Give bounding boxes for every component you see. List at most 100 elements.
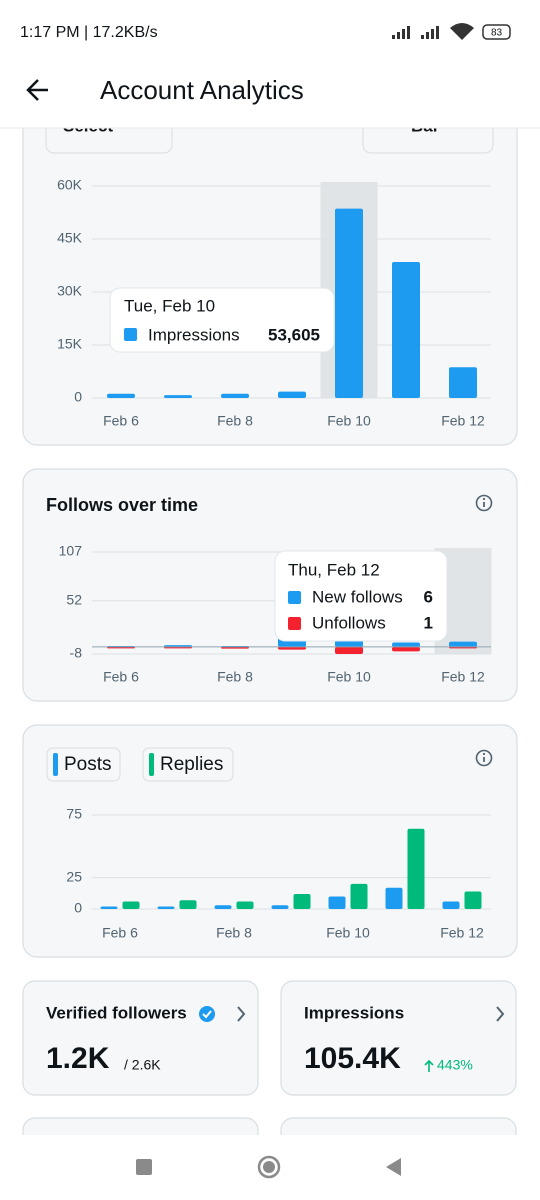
- stat-card[interactable]: [22, 980, 259, 1096]
- x-tick-label: Feb 12: [441, 669, 485, 685]
- x-tick-label: Feb 6: [102, 925, 138, 941]
- bar: [271, 905, 289, 909]
- bar: [392, 646, 420, 652]
- bar: [164, 395, 192, 398]
- bar: [464, 891, 482, 909]
- bar: [449, 367, 477, 398]
- x-tick-label: Feb 10: [327, 413, 371, 429]
- bar: [392, 642, 420, 647]
- x-tick-label: Feb 6: [103, 413, 139, 429]
- x-tick-label: Feb 8: [217, 413, 253, 429]
- x-tick-label: Feb 10: [327, 669, 371, 685]
- signal-icons: [392, 23, 474, 40]
- y-tick-label: 0: [74, 389, 82, 405]
- bar: [385, 887, 403, 909]
- home-dot: [263, 1161, 275, 1173]
- home-button[interactable]: [257, 1155, 281, 1179]
- tooltip-series: Impressions: [148, 325, 240, 344]
- y-tick-label: 25: [66, 868, 82, 884]
- bar: [157, 906, 175, 909]
- bar: [293, 893, 311, 909]
- status-time: 1:17 PM | 17.2KB/s: [20, 24, 158, 41]
- bar: [100, 906, 118, 909]
- bar: [392, 261, 420, 398]
- x-tick-label: Feb 12: [441, 413, 485, 429]
- tooltip: Tue, Feb 10 Impressions 53,605: [109, 287, 335, 353]
- x-tick-label: Feb 6: [103, 669, 139, 685]
- page-title: Account Analytics: [100, 75, 304, 105]
- y-tick-label: 107: [59, 543, 83, 559]
- stat-value: 105.4K: [304, 1042, 401, 1075]
- bar: [442, 901, 460, 909]
- tooltip-box: [109, 287, 335, 353]
- bar: [122, 901, 140, 909]
- x-tick-label: Feb 8: [216, 925, 252, 941]
- stat-total: / 2.6K: [124, 1057, 161, 1073]
- chevron: [496, 1006, 505, 1022]
- back-button[interactable]: [26, 79, 48, 101]
- tooltip-swatch: [124, 328, 137, 341]
- bar: [236, 901, 254, 909]
- bar: [350, 883, 368, 909]
- info-icon[interactable]: [475, 749, 493, 767]
- bar: [407, 828, 425, 909]
- y-tick-label: 30K: [57, 283, 83, 299]
- chevron: [237, 1006, 246, 1022]
- x-tick-label: Feb 12: [440, 925, 484, 941]
- y-tick-label: 45K: [57, 230, 83, 246]
- stat-value: 1.2K: [46, 1042, 110, 1075]
- bar: [278, 391, 306, 398]
- stat-card[interactable]: [280, 980, 517, 1096]
- tooltip-title: Thu, Feb 12: [288, 560, 380, 579]
- bar: [335, 646, 363, 654]
- tooltip-swatch: [288, 617, 301, 630]
- x-tick-label: Feb 10: [326, 925, 370, 941]
- bar: [335, 208, 363, 398]
- legend-label: Posts: [64, 754, 112, 775]
- bar: [107, 393, 135, 398]
- recents-button[interactable]: [136, 1159, 152, 1175]
- tooltip-value: 53,605: [268, 325, 320, 344]
- tooltip-box: [274, 550, 448, 642]
- stat-title: Verified followers: [46, 1003, 187, 1022]
- legend-swatch: [149, 753, 154, 776]
- y-tick-label: -8: [70, 645, 83, 661]
- stat-title: Impressions: [304, 1003, 404, 1022]
- y-tick-label: 52: [66, 591, 82, 607]
- tooltip-value: 1: [424, 613, 433, 632]
- legend-label: Replies: [160, 754, 223, 775]
- y-tick-label: 15K: [57, 336, 83, 352]
- posts-chart: 0 25 75 Feb 6 Feb 8 Feb 10 Feb 12: [66, 806, 491, 941]
- tooltip: Thu, Feb 12 New follows 6 Unfollows 1: [274, 550, 448, 642]
- bar: [221, 393, 249, 398]
- tooltip-series: Unfollows: [312, 613, 386, 632]
- back-nav-button[interactable]: [386, 1158, 401, 1176]
- tooltip-swatch: [288, 591, 301, 604]
- tooltip-value: 6: [424, 587, 433, 606]
- bar: [278, 646, 306, 650]
- tooltip-series: New follows: [312, 587, 403, 606]
- bar: [214, 905, 232, 909]
- tooltip-title: Tue, Feb 10: [124, 296, 215, 315]
- info-icon[interactable]: [475, 494, 493, 512]
- bar: [179, 900, 197, 909]
- bar: [328, 896, 346, 909]
- badge-check: [202, 1010, 212, 1019]
- card-title: Follows over time: [46, 495, 198, 515]
- battery-level: 83: [491, 28, 503, 39]
- bar: [449, 641, 477, 647]
- stat-change: 443%: [437, 1057, 473, 1073]
- y-tick-label: 60K: [57, 177, 83, 193]
- header-bg: [0, 0, 540, 128]
- legend-chip[interactable]: [46, 747, 121, 782]
- battery: [482, 24, 511, 40]
- legend-swatch: [53, 753, 58, 776]
- x-tick-label: Feb 8: [217, 669, 253, 685]
- legend-chip[interactable]: [142, 747, 234, 782]
- up-arrow: [424, 1059, 434, 1072]
- y-tick-label: 0: [74, 900, 82, 916]
- y-tick-label: 75: [66, 806, 82, 822]
- verified-badge: [199, 1006, 215, 1022]
